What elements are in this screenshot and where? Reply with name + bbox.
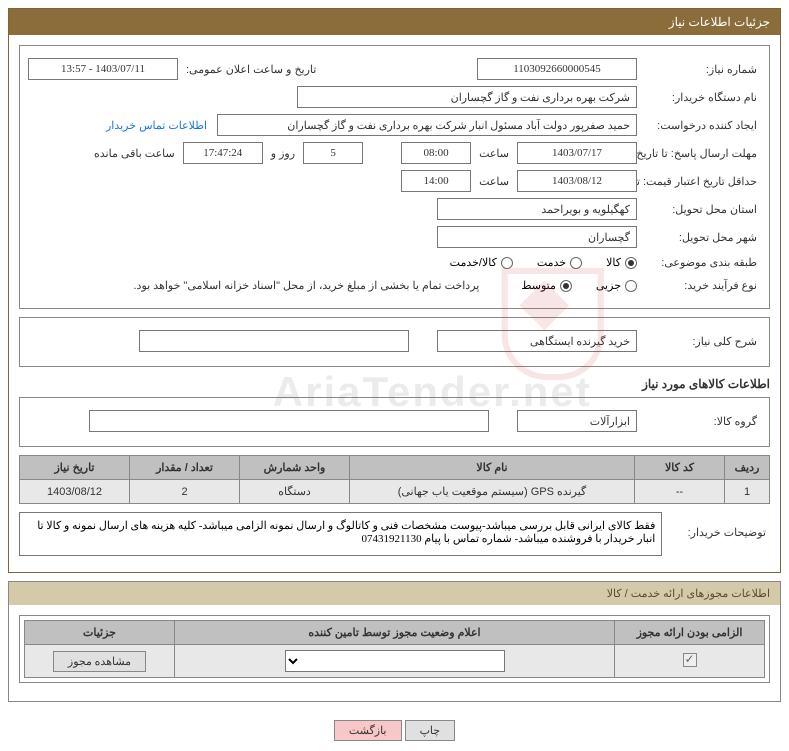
lic-col-details: جزئیات <box>25 621 175 645</box>
validity-date-input[interactable] <box>517 170 637 192</box>
lic-col-status: اعلام وضعیت مجوز توسط تامین کننده <box>175 621 615 645</box>
goods-group-label: گروه کالا: <box>641 413 761 430</box>
deadline-time-input[interactable] <box>401 142 471 164</box>
need-info-fieldset: شماره نیاز: تاریخ و ساعت اعلان عمومی: نا… <box>19 45 770 309</box>
panel-title: جزئیات اطلاعات نیاز <box>9 9 780 35</box>
goods-fieldset: گروه کالا: <box>19 397 770 447</box>
category-radio-service[interactable]: خدمت <box>537 256 582 269</box>
countdown-input[interactable] <box>183 142 263 164</box>
license-panel-title: اطلاعات مجوزهای ارائه خدمت / کالا <box>9 582 780 605</box>
status-select[interactable] <box>285 650 505 672</box>
process-radio-partial[interactable]: جزیی <box>596 279 637 292</box>
buyer-notes-textarea[interactable] <box>19 512 662 556</box>
province-label: استان محل تحویل: <box>641 201 761 218</box>
process-radio-medium[interactable]: متوسط <box>521 279 572 292</box>
buyer-contact-link[interactable]: اطلاعات تماس خریدار <box>100 119 213 132</box>
buyer-org-input[interactable] <box>297 86 637 108</box>
time-label-1: ساعت <box>475 145 513 162</box>
payment-note: پرداخت تمام یا بخشی از مبلغ خرید، از محل… <box>130 277 484 294</box>
category-radio-group: کالا خدمت کالا/خدمت <box>450 256 637 269</box>
license-fieldset: الزامی بودن ارائه مجوز اعلام وضعیت مجوز … <box>19 615 770 683</box>
goods-group-extra-input[interactable] <box>89 410 489 432</box>
city-label: شهر محل تحویل: <box>641 229 761 246</box>
main-info-panel: جزئیات اطلاعات نیاز شماره نیاز: تاریخ و … <box>8 8 781 573</box>
col-unit: واحد شمارش <box>240 456 350 480</box>
category-radio-goods[interactable]: کالا <box>606 256 637 269</box>
province-input[interactable] <box>437 198 637 220</box>
requester-input[interactable] <box>217 114 637 136</box>
lic-col-mandatory: الزامی بودن ارائه مجوز <box>615 621 765 645</box>
col-date: تاریخ نیاز <box>20 456 130 480</box>
requester-label: ایجاد کننده درخواست: <box>641 117 761 134</box>
announce-date-label: تاریخ و ساعت اعلان عمومی: <box>182 61 320 78</box>
validity-label: حداقل تاریخ اعتبار قیمت: تا تاریخ: <box>641 173 761 190</box>
deadline-date-input[interactable] <box>517 142 637 164</box>
view-license-button[interactable]: مشاهده مجوز <box>53 651 146 672</box>
process-radio-group: جزیی متوسط <box>521 279 637 292</box>
description-fieldset: شرح کلی نیاز: <box>19 317 770 367</box>
time-label-2: ساعت <box>475 173 513 190</box>
print-button[interactable]: چاپ <box>405 720 456 741</box>
license-panel: اطلاعات مجوزهای ارائه خدمت / کالا الزامی… <box>8 581 781 702</box>
category-label: طبقه بندی موضوعی: <box>641 254 761 271</box>
city-input[interactable] <box>437 226 637 248</box>
announce-date-input[interactable] <box>28 58 178 80</box>
need-number-input[interactable] <box>477 58 637 80</box>
validity-time-input[interactable] <box>401 170 471 192</box>
buyer-org-label: نام دستگاه خریدار: <box>641 89 761 106</box>
need-number-label: شماره نیاز: <box>641 61 761 78</box>
license-row: مشاهده مجوز <box>25 645 765 678</box>
back-button[interactable]: بازگشت <box>334 720 402 741</box>
col-qty: تعداد / مقدار <box>130 456 240 480</box>
mandatory-checkbox[interactable] <box>683 653 697 667</box>
table-row: 1 -- گیرنده GPS (سیستم موقعیت یاب جهانی)… <box>20 480 770 504</box>
general-desc-input[interactable] <box>437 330 637 352</box>
general-desc-label: شرح کلی نیاز: <box>641 333 761 350</box>
license-table: الزامی بودن ارائه مجوز اعلام وضعیت مجوز … <box>24 620 765 678</box>
deadline-label: مهلت ارسال پاسخ: تا تاریخ: <box>641 145 761 162</box>
remain-label: ساعت باقی مانده <box>90 145 179 162</box>
goods-group-input[interactable] <box>517 410 637 432</box>
general-desc-extra-input[interactable] <box>139 330 409 352</box>
category-radio-both[interactable]: کالا/خدمت <box>450 256 513 269</box>
days-remain-input[interactable] <box>303 142 363 164</box>
col-row: ردیف <box>725 456 770 480</box>
col-code: کد کالا <box>635 456 725 480</box>
days-and-label: روز و <box>267 145 299 162</box>
goods-section-title: اطلاعات کالاهای مورد نیاز <box>19 377 770 391</box>
goods-table: ردیف کد کالا نام کالا واحد شمارش تعداد /… <box>19 455 770 504</box>
process-type-label: نوع فرآیند خرید: <box>641 277 761 294</box>
buyer-notes-label: توضیحات خریدار: <box>666 512 770 541</box>
col-name: نام کالا <box>350 456 635 480</box>
